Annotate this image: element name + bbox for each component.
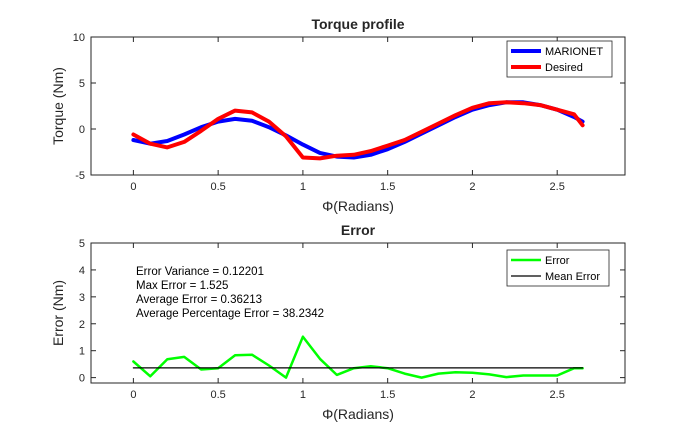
y-tick-label: 5	[79, 78, 85, 90]
y-tick-label: 5	[79, 238, 85, 250]
series-group	[132, 335, 584, 379]
y-tick-label: 2	[79, 319, 85, 331]
x-tick-label: 0	[130, 181, 136, 193]
legend: Error Mean Error	[506, 249, 610, 287]
x-tick-label: 2.5	[550, 181, 565, 193]
x-tick-label: 2	[469, 181, 475, 193]
x-tick-label: 2.5	[550, 389, 565, 401]
legend-box	[506, 249, 610, 287]
x-tick-label: 1.5	[380, 181, 395, 193]
x-axis-label: Φ(Radians)	[322, 406, 394, 422]
y-tick-label: 4	[79, 265, 85, 277]
legend-label: Mean Error	[545, 271, 600, 283]
x-tick-label: 0	[130, 389, 136, 401]
y-tick-label: 1	[79, 346, 85, 358]
x-tick-label: 2	[469, 389, 475, 401]
subplot-1: 0 0.5 1 1.5 2 2.5 0 1 2 3 4 5 Error Φ(Radians) Error (…	[50, 222, 626, 422]
legend-label: Error	[545, 255, 570, 267]
y-tick-label: 0	[79, 124, 85, 136]
legend-label: Desired	[545, 62, 583, 74]
annotation-text: Average Percentage Error = 38.2342	[136, 308, 324, 320]
chart-title: Error	[341, 222, 376, 238]
legend: MARIONET Desired	[506, 40, 613, 78]
y-tick-label: 0	[79, 373, 85, 385]
x-tick-label: 0.5	[210, 389, 225, 401]
annotation-text: Average Error = 0.36213	[136, 294, 262, 306]
legend-box	[506, 40, 613, 78]
annotation-text: Max Error = 1.525	[136, 280, 228, 292]
series-line-desired	[131, 100, 585, 161]
legend-label: MARIONET	[545, 46, 603, 58]
x-tick-label: 1.5	[380, 389, 395, 401]
chart-title: Torque profile	[311, 16, 404, 32]
x-tick-label: 1	[300, 181, 306, 193]
x-axis-label: Φ(Radians)	[322, 198, 394, 214]
subplot-0: 0 0.5 1 1.5 2 2.5 -5 0 5 10 Torque profile Φ(Radian…	[50, 16, 626, 214]
x-tick-label: 1	[300, 389, 306, 401]
y-tick-label: -5	[75, 170, 85, 182]
y-tick-label: 10	[73, 32, 85, 44]
y-tick-label: 3	[79, 292, 85, 304]
y-axis-label: Torque (Nm)	[50, 67, 66, 145]
series-group	[131, 100, 585, 161]
annotation-text: Error Variance = 0.12201	[136, 266, 264, 278]
y-axis-label: Error (Nm)	[50, 280, 66, 346]
x-tick-label: 0.5	[210, 181, 225, 193]
